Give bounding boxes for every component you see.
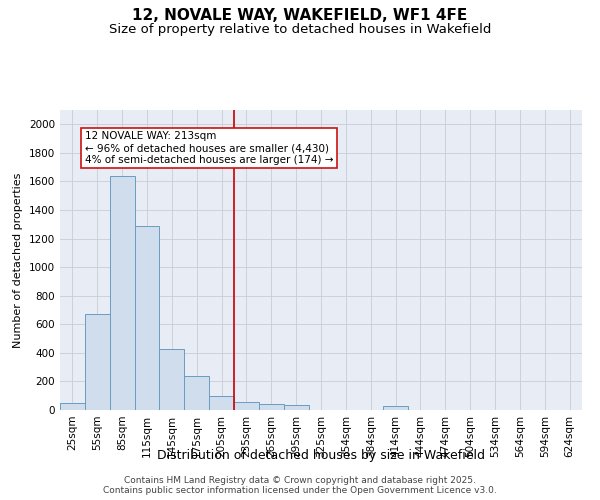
Bar [234, 402, 259, 410]
Text: 12 NOVALE WAY: 213sqm
← 96% of detached houses are smaller (4,430)
4% of semi-de: 12 NOVALE WAY: 213sqm ← 96% of detached … [85, 132, 334, 164]
Bar [160, 348, 184, 410]
Bar [110, 176, 134, 410]
Bar [209, 396, 234, 410]
Text: Size of property relative to detached houses in Wakefield: Size of property relative to detached ho… [109, 22, 491, 36]
Bar [60, 403, 85, 410]
Bar [259, 404, 284, 410]
Bar [134, 226, 160, 410]
Bar [184, 376, 209, 410]
Bar [383, 406, 408, 410]
Bar [85, 314, 110, 410]
Bar [284, 405, 308, 410]
Text: Distribution of detached houses by size in Wakefield: Distribution of detached houses by size … [157, 448, 485, 462]
Y-axis label: Number of detached properties: Number of detached properties [13, 172, 23, 348]
Text: 12, NOVALE WAY, WAKEFIELD, WF1 4FE: 12, NOVALE WAY, WAKEFIELD, WF1 4FE [133, 8, 467, 22]
Text: Contains HM Land Registry data © Crown copyright and database right 2025.
Contai: Contains HM Land Registry data © Crown c… [103, 476, 497, 495]
